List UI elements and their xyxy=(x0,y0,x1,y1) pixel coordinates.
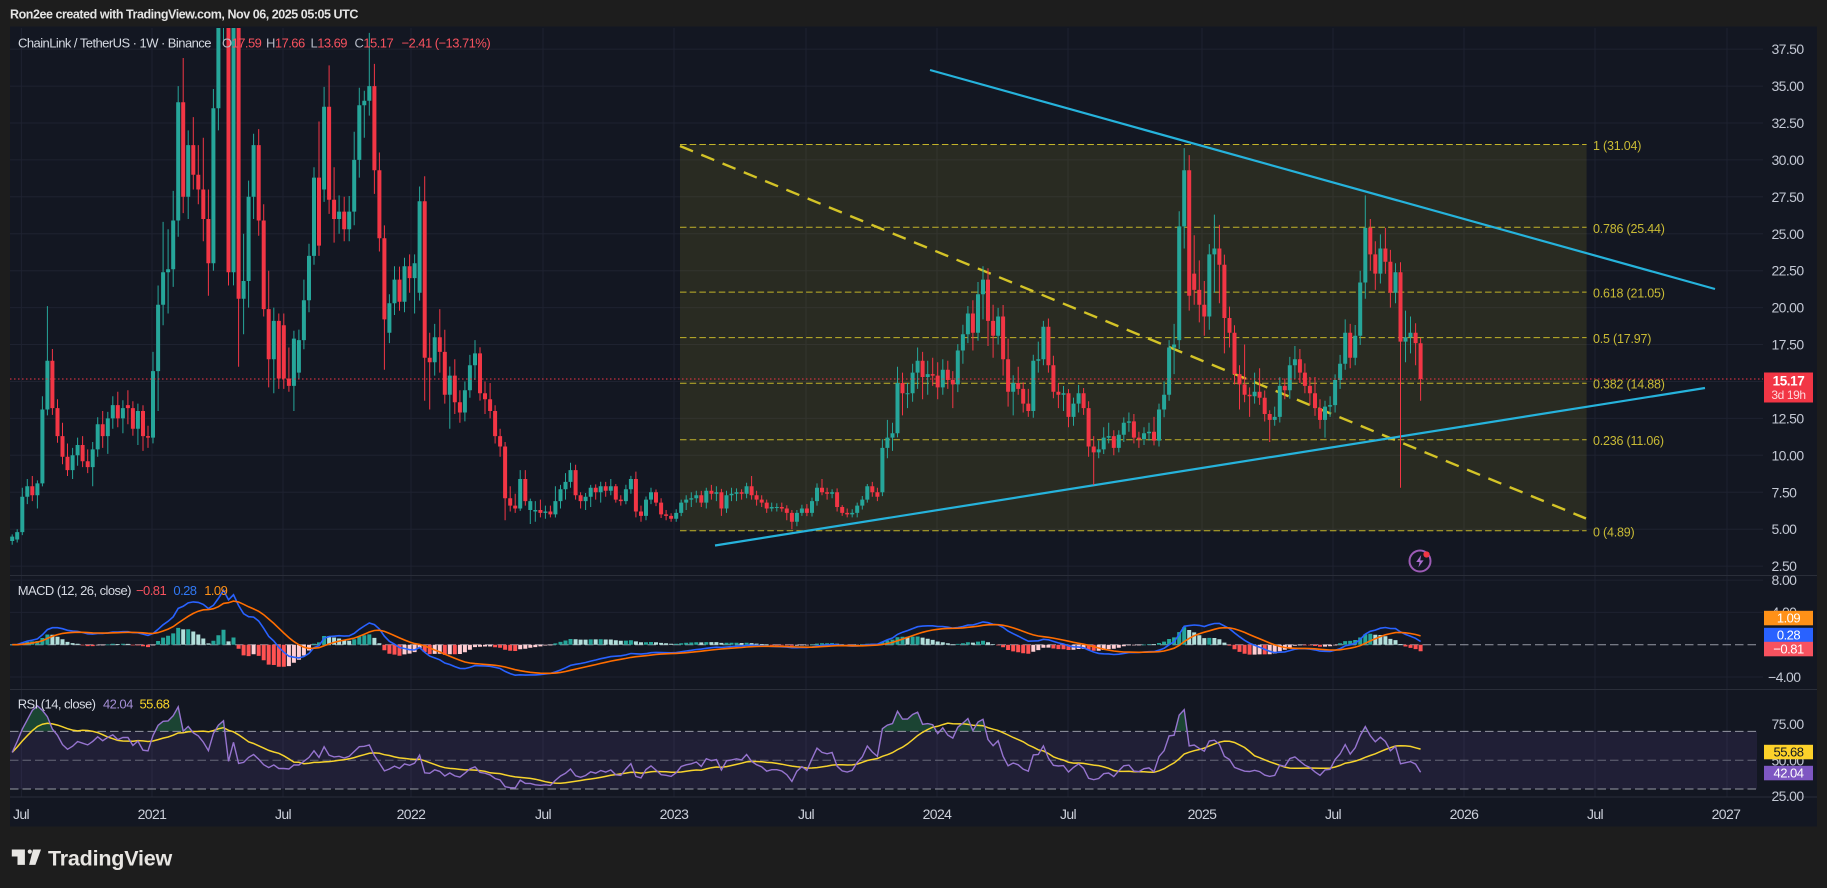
svg-text:−0.81: −0.81 xyxy=(136,583,166,598)
svg-text:42.04: 42.04 xyxy=(103,697,133,712)
svg-text:2022: 2022 xyxy=(397,806,427,822)
svg-text:2021: 2021 xyxy=(138,806,168,822)
svg-text:Jul: Jul xyxy=(275,806,292,822)
svg-text:Jul: Jul xyxy=(798,806,815,822)
svg-text:2027: 2027 xyxy=(1712,806,1742,822)
svg-text:25.00: 25.00 xyxy=(1772,788,1805,804)
svg-text:Jul: Jul xyxy=(1325,806,1342,822)
svg-text:55.68: 55.68 xyxy=(1773,745,1803,760)
svg-text:20.00: 20.00 xyxy=(1772,300,1805,316)
svg-text:27.50: 27.50 xyxy=(1772,189,1805,205)
svg-text:RSI (14, close): RSI (14, close) xyxy=(18,697,96,712)
svg-text:0.5 (17.97): 0.5 (17.97) xyxy=(1593,332,1651,346)
svg-text:2.50: 2.50 xyxy=(1772,558,1798,574)
svg-text:Jul: Jul xyxy=(13,806,30,822)
svg-text:3d 19h: 3d 19h xyxy=(1771,388,1805,402)
svg-text:37.50: 37.50 xyxy=(1772,41,1805,57)
svg-text:0.786 (25.44): 0.786 (25.44) xyxy=(1593,222,1665,236)
svg-text:30.00: 30.00 xyxy=(1772,152,1805,168)
svg-text:5.00: 5.00 xyxy=(1772,521,1798,537)
svg-text:Jul: Jul xyxy=(535,806,552,822)
svg-text:17.50: 17.50 xyxy=(1772,337,1805,353)
svg-text:15.17: 15.17 xyxy=(1773,374,1805,389)
svg-text:25.00: 25.00 xyxy=(1772,226,1805,242)
svg-text:2025: 2025 xyxy=(1188,806,1218,822)
svg-text:Jul: Jul xyxy=(1587,806,1604,822)
svg-text:1 (31.04): 1 (31.04) xyxy=(1593,139,1641,153)
svg-text:1.09: 1.09 xyxy=(1777,611,1801,626)
svg-text:0.28: 0.28 xyxy=(173,583,196,598)
svg-text:22.50: 22.50 xyxy=(1772,263,1805,279)
svg-text:2026: 2026 xyxy=(1450,806,1480,822)
svg-text:7.50: 7.50 xyxy=(1772,484,1798,500)
svg-text:TradingView: TradingView xyxy=(48,846,173,870)
svg-text:Ron2ee created with TradingVie: Ron2ee created with TradingView.com, Nov… xyxy=(10,8,358,22)
svg-text:0.618 (21.05): 0.618 (21.05) xyxy=(1593,287,1665,301)
svg-text:0.382 (14.88): 0.382 (14.88) xyxy=(1593,378,1665,392)
svg-text:10.00: 10.00 xyxy=(1772,447,1805,463)
svg-text:0.236 (11.06): 0.236 (11.06) xyxy=(1593,434,1664,448)
svg-text:−4.00: −4.00 xyxy=(1768,669,1801,685)
svg-text:0 (4.89): 0 (4.89) xyxy=(1593,525,1635,539)
svg-text:−0.81: −0.81 xyxy=(1773,642,1804,657)
svg-text:32.50: 32.50 xyxy=(1772,115,1805,131)
svg-text:Jul: Jul xyxy=(1060,806,1077,822)
svg-text:42.04: 42.04 xyxy=(1773,766,1803,781)
svg-text:8.00: 8.00 xyxy=(1772,572,1798,588)
svg-text:2024: 2024 xyxy=(923,806,953,822)
svg-text:MACD (12, 26, close): MACD (12, 26, close) xyxy=(18,583,131,598)
svg-text:75.00: 75.00 xyxy=(1772,716,1805,732)
svg-text:ChainLink / TetherUS · 1W · Bi: ChainLink / TetherUS · 1W · Binance xyxy=(18,36,211,51)
svg-text:0.28: 0.28 xyxy=(1777,628,1801,643)
svg-text:12.50: 12.50 xyxy=(1772,410,1805,426)
svg-text:2023: 2023 xyxy=(660,806,690,822)
svg-text:55.68: 55.68 xyxy=(140,697,170,712)
svg-text:35.00: 35.00 xyxy=(1772,78,1805,94)
svg-text:1.09: 1.09 xyxy=(204,583,227,598)
